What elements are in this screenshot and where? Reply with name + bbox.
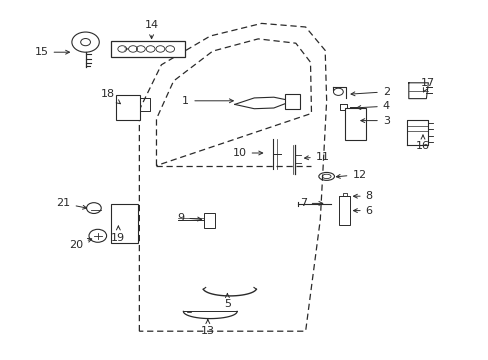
- Text: 10: 10: [232, 148, 262, 158]
- FancyBboxPatch shape: [111, 204, 138, 243]
- Text: 20: 20: [69, 238, 92, 250]
- Text: 7: 7: [299, 198, 322, 208]
- Text: 5: 5: [224, 293, 230, 309]
- Text: 2: 2: [350, 87, 389, 97]
- Text: 16: 16: [415, 135, 429, 151]
- Text: 8: 8: [353, 191, 372, 201]
- Text: 18: 18: [101, 89, 120, 104]
- Text: 6: 6: [353, 206, 372, 216]
- Text: 3: 3: [360, 116, 389, 126]
- Text: 13: 13: [201, 320, 214, 336]
- Text: 4: 4: [356, 101, 389, 111]
- FancyBboxPatch shape: [203, 213, 214, 228]
- Text: 9: 9: [177, 213, 201, 223]
- Text: 11: 11: [304, 152, 329, 162]
- Text: 19: 19: [111, 226, 125, 243]
- Text: 21: 21: [57, 198, 86, 209]
- Text: 12: 12: [336, 170, 366, 180]
- FancyBboxPatch shape: [110, 41, 184, 57]
- Text: 17: 17: [420, 78, 434, 92]
- FancyBboxPatch shape: [285, 94, 299, 109]
- FancyBboxPatch shape: [345, 108, 365, 140]
- Text: 15: 15: [35, 47, 69, 57]
- Text: 1: 1: [182, 96, 233, 106]
- Text: 14: 14: [144, 20, 158, 39]
- FancyBboxPatch shape: [116, 95, 140, 120]
- FancyBboxPatch shape: [338, 196, 349, 225]
